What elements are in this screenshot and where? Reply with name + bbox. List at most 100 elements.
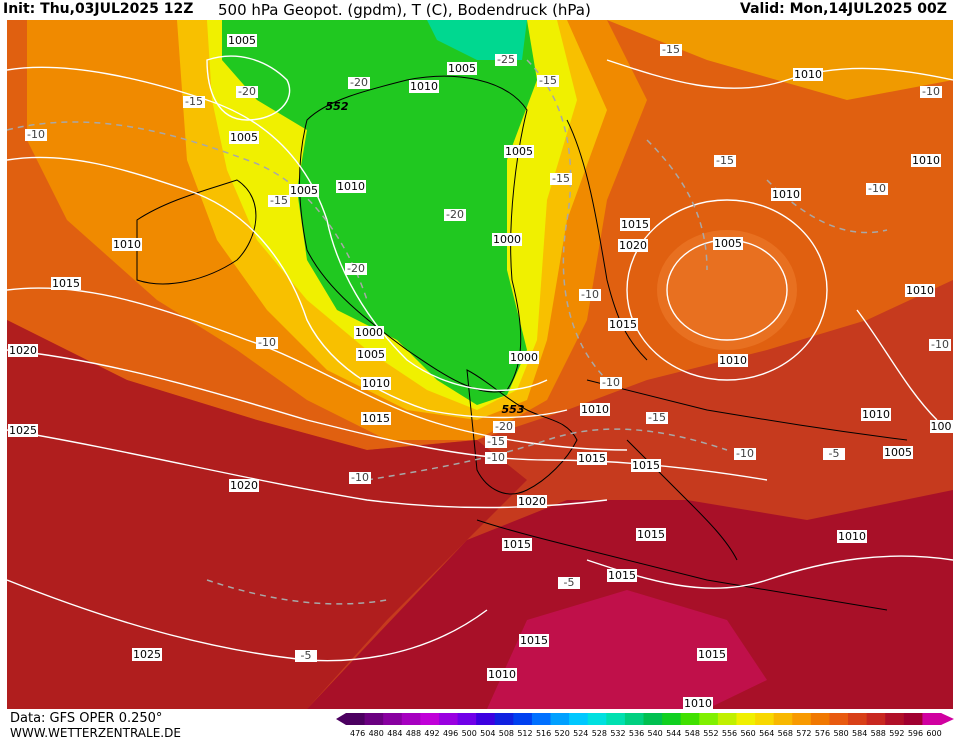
pressure-label: 1000	[354, 326, 384, 339]
svg-text:1010: 1010	[581, 403, 609, 416]
pressure-label: 1015	[361, 412, 391, 425]
header-bar: Init: Thu,03JUL2025 12Z 500 hPa Geopot. …	[0, 0, 959, 22]
pressure-label: 1010	[336, 180, 366, 193]
svg-text:1010: 1010	[906, 284, 934, 297]
legend-tick-label: 504	[480, 729, 496, 738]
pressure-label: 1005	[356, 348, 386, 361]
pressure-label: 1005	[883, 446, 913, 459]
temp-label: -20	[348, 76, 370, 89]
legend-swatch	[438, 713, 459, 725]
svg-text:1010: 1010	[794, 68, 822, 81]
pressure-label: 1005	[227, 34, 257, 47]
legend-arrow-right	[941, 713, 954, 725]
svg-text:-15: -15	[716, 154, 734, 167]
svg-text:1015: 1015	[520, 634, 548, 647]
legend-swatch	[792, 713, 812, 725]
legend-swatch	[922, 713, 942, 725]
temp-label: -20	[493, 420, 515, 433]
svg-text:-10: -10	[931, 338, 949, 351]
legend-swatch	[773, 713, 793, 725]
svg-text:-25: -25	[497, 53, 515, 66]
pressure-label: 1015	[607, 569, 637, 582]
legend-swatch	[885, 713, 905, 725]
svg-text:553: 553	[502, 403, 525, 416]
legend-swatch	[606, 713, 626, 725]
temp-label: -10	[600, 376, 622, 389]
pressure-label: 1020	[618, 239, 648, 252]
legend-swatch	[420, 713, 440, 725]
legend-tick-label: 592	[889, 729, 905, 738]
legend-tick-label: 588	[870, 729, 886, 738]
field-red-sw	[7, 320, 527, 709]
legend-swatch	[364, 713, 384, 725]
temp-label: -15	[268, 194, 290, 207]
pressure-label: 1020	[517, 495, 547, 508]
legend-tick-label: 536	[628, 729, 645, 738]
map-canvas: 1005 1005 1010 552 1005 1010 1005 1000 1…	[7, 20, 953, 709]
svg-text:1015: 1015	[362, 412, 390, 425]
pressure-label: 1005	[447, 62, 477, 75]
pressure-label: 1000	[492, 233, 522, 246]
svg-text:1010: 1010	[488, 668, 516, 681]
svg-text:-10: -10	[736, 447, 754, 460]
svg-text:-5: -5	[564, 576, 575, 589]
temp-label: -10	[929, 338, 951, 351]
pressure-label: 553	[502, 403, 525, 416]
svg-text:-15: -15	[662, 43, 680, 56]
legend-swatch	[494, 713, 514, 725]
svg-text:1005: 1005	[290, 184, 318, 197]
svg-text:1005: 1005	[357, 348, 385, 361]
pressure-label: 1010	[861, 408, 891, 421]
legend-tick-label: 540	[647, 729, 663, 738]
color-legend	[336, 713, 954, 725]
legend-swatch	[550, 713, 570, 725]
svg-text:-20: -20	[347, 262, 365, 275]
legend-swatch	[755, 713, 775, 725]
legend-swatch	[383, 713, 403, 725]
legend-tick-label: 484	[387, 729, 403, 738]
legend-arrow-left	[336, 713, 346, 725]
legend-tick-label: 596	[907, 729, 924, 738]
legend-swatch	[810, 713, 830, 725]
svg-text:-10: -10	[868, 182, 886, 195]
pressure-label: 1005	[229, 131, 259, 144]
legend-swatch	[866, 713, 886, 725]
coastlines	[136, 75, 908, 611]
pressure-label: 1005	[289, 184, 319, 197]
legend-tick-label: 516	[535, 729, 552, 738]
svg-text:-10: -10	[258, 336, 276, 349]
pressure-label: 1015	[577, 452, 607, 465]
pressure-label: 1010	[793, 68, 823, 81]
pressure-label: 1010	[718, 354, 748, 367]
pressure-label: 1000	[509, 351, 539, 364]
legend-swatch	[662, 713, 682, 725]
pressure-label: 1020	[229, 479, 259, 492]
svg-text:1015: 1015	[632, 459, 660, 472]
svg-text:1005: 1005	[505, 145, 533, 158]
legend-tick-label: 532	[610, 729, 626, 738]
svg-text:1020: 1020	[518, 495, 546, 508]
field-magenta-s	[487, 590, 767, 709]
svg-text:1025: 1025	[133, 648, 161, 661]
legend-swatch	[848, 713, 868, 725]
legend-swatch	[903, 713, 923, 725]
pressure-label: 1015	[697, 648, 727, 661]
pressure-label: 1015	[620, 218, 650, 231]
svg-text:1020: 1020	[619, 239, 647, 252]
svg-text:100: 100	[931, 420, 952, 433]
temp-label: -15	[660, 43, 682, 56]
pressure-label: 1010	[837, 530, 867, 543]
svg-text:-15: -15	[648, 411, 666, 424]
svg-text:1000: 1000	[355, 326, 383, 339]
temp-label: -15	[537, 74, 559, 87]
legend-tick-label: 556	[721, 729, 738, 738]
svg-text:1020: 1020	[9, 344, 37, 357]
legend-swatch	[476, 713, 496, 725]
legend-swatch	[569, 713, 589, 725]
legend-swatch	[346, 713, 366, 725]
field-low-center	[657, 230, 797, 350]
svg-text:1010: 1010	[362, 377, 390, 390]
pressure-label: 1010	[361, 377, 391, 390]
svg-text:-5: -5	[829, 447, 840, 460]
legend-swatch	[699, 713, 719, 725]
